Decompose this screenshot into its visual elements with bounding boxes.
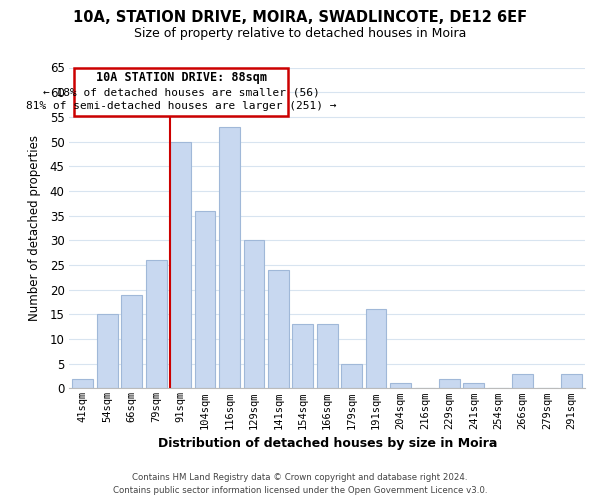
X-axis label: Distribution of detached houses by size in Moira: Distribution of detached houses by size … (158, 437, 497, 450)
Bar (561, 374, 582, 388)
Bar (146, 260, 167, 388)
Bar (170, 142, 191, 388)
Bar (463, 384, 484, 388)
Bar (390, 384, 411, 388)
Bar (512, 374, 533, 388)
Text: 81% of semi-detached houses are larger (251) →: 81% of semi-detached houses are larger (… (26, 101, 337, 111)
Text: Size of property relative to detached houses in Moira: Size of property relative to detached ho… (134, 28, 466, 40)
Bar (292, 324, 313, 388)
Bar (244, 240, 264, 388)
Y-axis label: Number of detached properties: Number of detached properties (28, 135, 41, 321)
Text: 10A, STATION DRIVE, MOIRA, SWADLINCOTE, DE12 6EF: 10A, STATION DRIVE, MOIRA, SWADLINCOTE, … (73, 10, 527, 25)
Bar (439, 378, 460, 388)
Bar (74, 68, 288, 116)
Text: ← 18% of detached houses are smaller (56): ← 18% of detached houses are smaller (56… (43, 87, 320, 97)
Bar (219, 126, 240, 388)
Bar (268, 270, 289, 388)
Bar (365, 310, 386, 388)
Bar (194, 210, 215, 388)
Bar (121, 294, 142, 388)
Bar (341, 364, 362, 388)
Bar (97, 314, 118, 388)
Bar (73, 378, 93, 388)
Text: Contains HM Land Registry data © Crown copyright and database right 2024.
Contai: Contains HM Land Registry data © Crown c… (113, 474, 487, 495)
Text: 10A STATION DRIVE: 88sqm: 10A STATION DRIVE: 88sqm (96, 71, 267, 84)
Bar (317, 324, 338, 388)
